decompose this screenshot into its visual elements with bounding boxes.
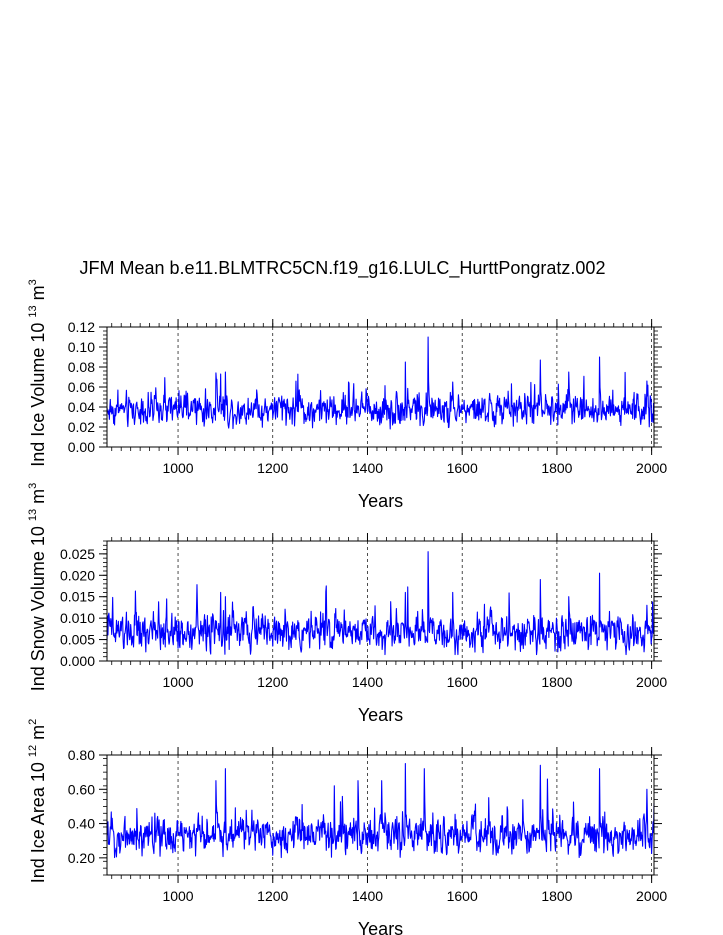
y-tick-label: 0.000 [60, 653, 95, 669]
plot-snow-volume: 0.000 0.005 0.010 0.015 0.020 0.025 1000 1200 14… [27, 483, 667, 725]
x-tick-label: 1000 [162, 460, 193, 476]
x-tick-label: 1200 [257, 460, 288, 476]
y-tick-label: 0.40 [68, 816, 95, 832]
x-tick-label: 2000 [636, 674, 667, 690]
y-tick-label: 0.60 [68, 781, 95, 797]
x-tick-label: 2000 [636, 888, 667, 904]
y-tick-label: 0.08 [68, 359, 95, 375]
x-tick-label: 1200 [257, 888, 288, 904]
y-tick-label: 0.20 [68, 850, 95, 866]
x-tick-label: 1800 [541, 888, 572, 904]
x-tick-label: 1600 [447, 460, 478, 476]
plot-ice-area: 0.20 0.40 0.60 0.80 1000 1200 1400 1600 1800 2000… [27, 719, 667, 935]
y-tick-label: 0.06 [68, 379, 95, 395]
y-tick-label: 0.02 [68, 419, 95, 435]
x-tick-label: 1000 [162, 888, 193, 904]
y-axis-label: Ind Ice Area 10 12 m2 [27, 719, 48, 883]
x-tick-label: 1600 [447, 674, 478, 690]
x-axis-label: Years [358, 705, 403, 725]
x-tick-label: 1800 [541, 674, 572, 690]
y-tick-label: 0.005 [60, 632, 95, 648]
y-tick-label: 0.010 [60, 610, 95, 626]
y-tick-label: 0.80 [68, 747, 95, 763]
x-tick-label: 1400 [352, 460, 383, 476]
y-tick-label: 0.020 [60, 567, 95, 583]
y-tick-label: 0.04 [68, 399, 95, 415]
x-tick-label: 1400 [352, 674, 383, 690]
y-tick-label: 0.015 [60, 589, 95, 605]
series-line [106, 551, 655, 656]
y-tick-label: 0.025 [60, 546, 95, 562]
figure-title: JFM Mean b.e11.BLMTRC5CN.f19_g16.LULC_Hu… [79, 258, 606, 278]
series-line [106, 336, 655, 430]
x-tick-label: 1400 [352, 888, 383, 904]
x-tick-label: 1000 [162, 674, 193, 690]
x-tick-label: 1600 [447, 888, 478, 904]
x-tick-label: 1200 [257, 674, 288, 690]
plot-frame [106, 754, 655, 876]
series-line [106, 763, 655, 859]
plot-ice-volume: 0.00 0.02 0.04 0.06 0.08 0.10 0.12 1000 1200 1400… [27, 279, 667, 511]
y-tick-label: 0.10 [68, 339, 95, 355]
x-axis-label: Years [358, 919, 403, 935]
x-tick-label: 1800 [541, 460, 572, 476]
y-axis-label: Ind Ice Volume 10 13 m3 [27, 279, 48, 466]
y-axis-label: Ind Snow Volume 10 13 m3 [27, 483, 48, 692]
plot-frame [106, 326, 655, 448]
x-tick-label: 2000 [636, 460, 667, 476]
x-axis-label: Years [358, 491, 403, 511]
y-tick-label: 0.12 [68, 319, 95, 335]
y-tick-label: 0.00 [68, 439, 95, 455]
